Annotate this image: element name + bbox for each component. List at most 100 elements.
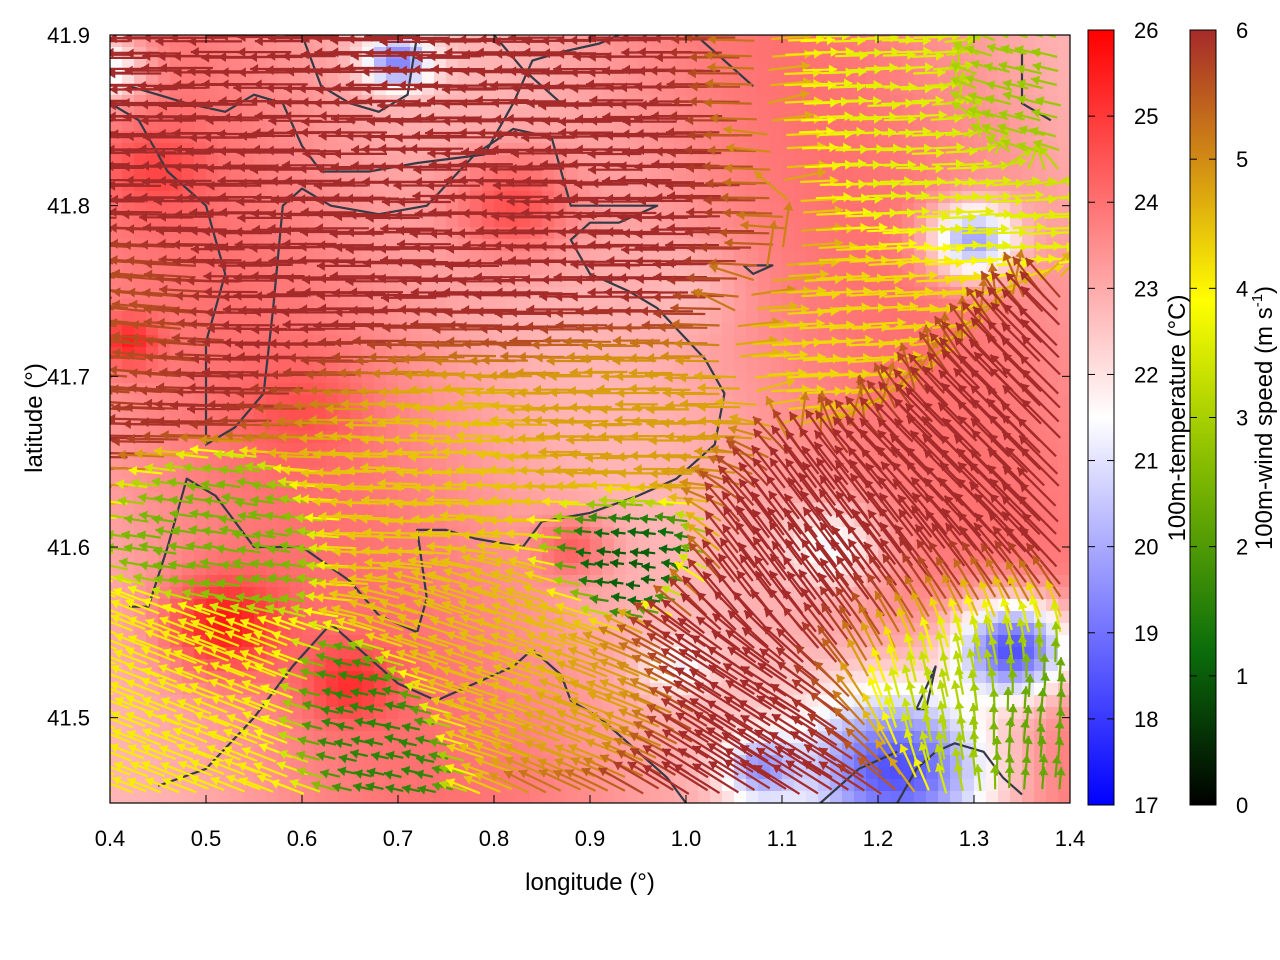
- temperature-cell: [854, 671, 867, 684]
- temperature-cell: [122, 323, 135, 336]
- temperature-cell: [674, 167, 687, 180]
- temperature-cell: [182, 791, 195, 803]
- temperature-cell: [962, 203, 975, 216]
- temperature-cell: [794, 215, 807, 228]
- temperature-cell: [134, 551, 147, 564]
- temperature-cell: [398, 107, 411, 120]
- temperature-cell: [158, 503, 171, 516]
- temperature-cell: [470, 215, 483, 228]
- temperature-cell: [554, 791, 567, 803]
- temperature-cell: [1010, 395, 1023, 408]
- temperature-cell: [998, 791, 1011, 803]
- temperature-cell: [122, 371, 135, 384]
- temperature-cell: [506, 503, 519, 516]
- temperature-cell: [278, 791, 291, 803]
- temperature-cell: [746, 107, 759, 120]
- temperature-cell: [326, 695, 339, 708]
- temperature-cell: [122, 263, 135, 276]
- temperature-cell: [350, 791, 363, 803]
- temperature-cell: [758, 155, 771, 168]
- temperature-cell: [434, 539, 447, 552]
- temperature-cell: [914, 59, 927, 72]
- temperature-cell: [734, 311, 747, 324]
- temperature-cell: [758, 791, 771, 803]
- temperature-cell: [758, 47, 771, 60]
- temperature-cell: [722, 311, 735, 324]
- temperature-cell: [146, 791, 159, 803]
- temperature-cell: [746, 275, 759, 288]
- temperature-cell: [374, 779, 387, 792]
- temperature-cell: [398, 407, 411, 420]
- temperature-cell: [734, 335, 747, 348]
- temperature-cell: [506, 791, 519, 803]
- temperature-cell: [842, 791, 855, 803]
- temperature-cell: [770, 155, 783, 168]
- temperature-cell: [1010, 167, 1023, 180]
- temperature-cell: [854, 791, 867, 803]
- temperature-cell: [746, 251, 759, 264]
- temperature-cell: [434, 491, 447, 504]
- plot-area: [110, 35, 1070, 803]
- temperature-cell: [530, 503, 543, 516]
- temperature-cell: [758, 143, 771, 156]
- temperature-cell: [602, 395, 615, 408]
- temperature-cell: [506, 263, 519, 276]
- temperature-cell: [938, 119, 951, 132]
- temperature-cell: [290, 107, 303, 120]
- temperature-cell: [110, 563, 123, 576]
- temperature-cell: [986, 215, 999, 228]
- temperature-cell: [530, 443, 543, 456]
- temperature-cell: [446, 215, 459, 228]
- temperature-cell: [746, 299, 759, 312]
- temperature-cell: [986, 695, 999, 708]
- temperature-cell: [122, 503, 135, 516]
- temperature-cell: [182, 47, 195, 60]
- temperature-cell: [614, 791, 627, 803]
- temperature-cell: [530, 263, 543, 276]
- temperature-cell: [1034, 791, 1047, 803]
- temperature-cell: [758, 407, 771, 420]
- temperature-cell: [698, 107, 711, 120]
- temperature-cell: [602, 791, 615, 803]
- temperature-cell: [134, 167, 147, 180]
- temperature-cell: [938, 791, 951, 803]
- temperature-cell: [638, 443, 651, 456]
- temperature-cell: [770, 143, 783, 156]
- temperature-cell: [986, 167, 999, 180]
- temperature-cell: [686, 299, 699, 312]
- temperature-cell: [746, 47, 759, 60]
- temperature-cell: [110, 791, 123, 803]
- temperature-cell: [662, 299, 675, 312]
- temperature-cell: [962, 779, 975, 792]
- temperature-cell: [782, 131, 795, 144]
- temperature-cell: [470, 167, 483, 180]
- temperature-cell: [794, 227, 807, 240]
- temperature-cell: [758, 95, 771, 108]
- temperature-cell: [374, 263, 387, 276]
- temperature-cell: [590, 791, 603, 803]
- temperature-cell: [758, 359, 771, 372]
- temperature-cell: [182, 551, 195, 564]
- temperature-cell: [638, 791, 651, 803]
- temperature-cell: [818, 791, 831, 803]
- temperature-cell: [794, 203, 807, 216]
- temperature-cell: [110, 371, 123, 384]
- temperature-cell: [734, 299, 747, 312]
- temperature-cell: [230, 791, 243, 803]
- temperature-cell: [842, 167, 855, 180]
- temperature-cell: [446, 455, 459, 468]
- temperature-cell: [962, 791, 975, 803]
- temperature-cell: [962, 767, 975, 780]
- temperature-cell: [482, 251, 495, 264]
- temperature-cell: [614, 311, 627, 324]
- temperature-cell: [206, 791, 219, 803]
- temperature-cell: [806, 143, 819, 156]
- temperature-cell: [818, 215, 831, 228]
- temperature-cell: [230, 59, 243, 72]
- temperature-cell: [914, 791, 927, 803]
- temperature-cell: [782, 47, 795, 60]
- temperature-cell: [758, 119, 771, 132]
- temperature-cell: [194, 491, 207, 504]
- temperature-cell: [266, 791, 279, 803]
- temperature-cell: [770, 167, 783, 180]
